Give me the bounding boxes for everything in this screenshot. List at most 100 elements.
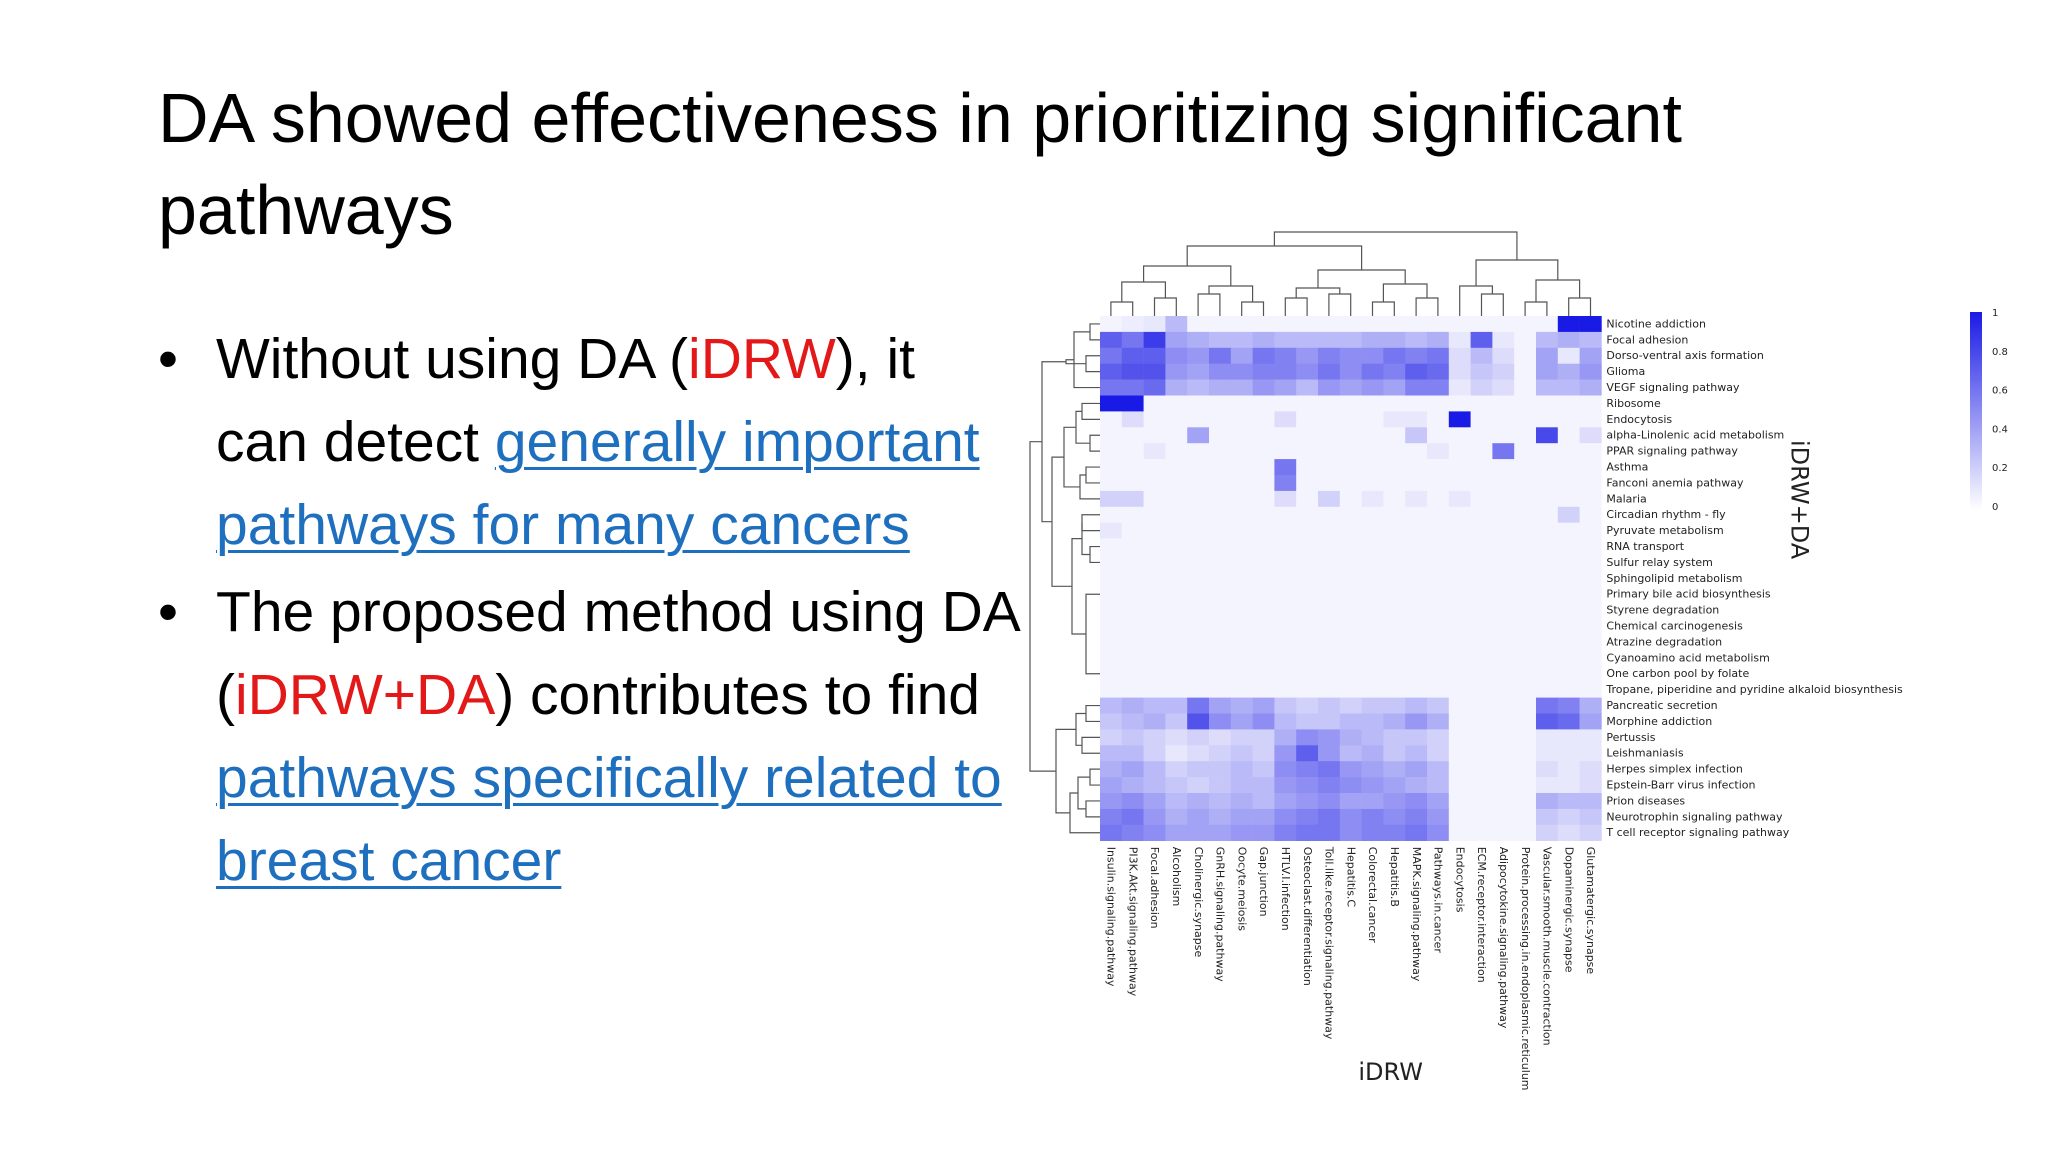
heatmap-cell (1361, 793, 1384, 810)
heatmap-cell (1427, 824, 1450, 841)
bullet-1-link[interactable]: generally important pathways for many ca… (216, 410, 980, 557)
heatmap-cell (1492, 697, 1515, 714)
column-dendrogram-branch (1143, 265, 1232, 286)
heatmap-cell (1165, 331, 1188, 349)
heatmap-cell (1470, 745, 1493, 762)
heatmap-cell (1209, 475, 1232, 492)
heatmap-cell (1405, 522, 1428, 539)
heatmap-cell (1296, 697, 1319, 714)
heatmap-cell (1557, 697, 1580, 714)
heatmap-cell (1579, 665, 1602, 682)
heatmap-cell (1143, 316, 1166, 333)
column-label: Focal.adhesion (1148, 847, 1161, 929)
heatmap-cell (1470, 697, 1493, 714)
heatmap-cell (1143, 490, 1166, 508)
heatmap-cell (1470, 665, 1493, 682)
heatmap-cell (1361, 411, 1384, 428)
heatmap-cell (1383, 808, 1406, 826)
row-dendrogram-branch (1089, 323, 1100, 341)
heatmap-cell (1274, 490, 1297, 508)
heatmap-cell (1318, 618, 1341, 635)
heatmap-cell (1557, 506, 1580, 523)
heatmap-cell (1100, 331, 1123, 349)
heatmap-cell (1383, 316, 1406, 333)
heatmap-cell (1383, 538, 1406, 555)
heatmap-cell (1296, 793, 1319, 810)
heatmap-cell (1492, 522, 1515, 539)
heatmap-cell (1100, 634, 1123, 651)
row-label: T cell receptor signaling pathway (1605, 826, 1789, 839)
heatmap-cell (1318, 331, 1341, 349)
heatmap-cell (1427, 490, 1450, 508)
heatmap-cell (1470, 777, 1493, 794)
column-label: Pathways.in.cancer (1432, 847, 1445, 954)
heatmap-cell (1318, 570, 1341, 587)
heatmap-cell (1230, 586, 1253, 603)
heatmap-cell (1100, 745, 1123, 762)
heatmap-cell (1514, 427, 1537, 444)
heatmap-cell (1427, 697, 1450, 714)
heatmap-cell (1121, 363, 1144, 380)
heatmap-cell (1230, 379, 1253, 396)
heatmap-cell (1536, 745, 1559, 762)
colorbar-tick-label: 1 (1992, 308, 1998, 319)
heatmap-cell (1448, 618, 1471, 635)
heatmap-cell (1252, 729, 1275, 746)
heatmap-cell (1165, 602, 1188, 619)
heatmap-cell (1165, 793, 1188, 810)
heatmap-cell (1361, 363, 1384, 380)
heatmap-cell (1100, 777, 1123, 794)
heatmap-cell (1470, 681, 1493, 698)
heatmap-cell (1514, 443, 1537, 460)
heatmap-cell (1143, 602, 1166, 619)
heatmap-cell (1296, 347, 1319, 364)
column-label: HTLV.I.infection (1279, 847, 1292, 931)
heatmap-cell (1361, 554, 1384, 571)
heatmap-cell (1514, 538, 1537, 555)
heatmap-cell (1209, 697, 1232, 714)
bullet-text-2: The proposed method using DA (iDRW+DA) c… (216, 580, 1018, 893)
row-dendrogram-branch (1079, 474, 1100, 500)
heatmap-cell (1187, 618, 1210, 635)
heatmap-cell (1405, 379, 1428, 396)
heatmap-cell (1165, 824, 1188, 841)
heatmap-cell (1318, 443, 1341, 460)
heatmap-cell (1100, 363, 1123, 380)
row-dendrogram-branch (1075, 712, 1086, 746)
heatmap-cell (1187, 475, 1210, 492)
heatmap-cell (1557, 618, 1580, 635)
heatmap-cell (1427, 379, 1450, 396)
heatmap-cell (1557, 554, 1580, 571)
heatmap-cell (1187, 745, 1210, 762)
row-dendrogram-branch (1081, 522, 1090, 556)
heatmap-cell (1274, 602, 1297, 619)
heatmap-cell (1230, 522, 1253, 539)
heatmap-cell (1339, 331, 1362, 349)
heatmap-cell (1470, 713, 1493, 730)
heatmap-cell (1405, 665, 1428, 682)
heatmap-cell (1274, 793, 1297, 810)
bullet-2-part-1: The proposed method using DA ( (216, 580, 1018, 727)
heatmap-cell (1579, 618, 1602, 635)
heatmap-cell (1514, 824, 1537, 841)
heatmap-cell (1557, 808, 1580, 826)
heatmap-cell (1405, 490, 1428, 508)
heatmap-cell (1383, 459, 1406, 476)
row-dendrogram-branch (1071, 538, 1086, 635)
heatmap-cell (1383, 506, 1406, 523)
heatmap-cell (1361, 427, 1384, 444)
heatmap-cell (1405, 602, 1428, 619)
heatmap-cell (1252, 475, 1275, 492)
row-label: Glioma (1606, 365, 1645, 378)
heatmap-cell (1383, 522, 1406, 539)
bullet-2-link[interactable]: pathways specifically related to breast … (216, 746, 1002, 893)
heatmap-cell (1318, 697, 1341, 714)
heatmap-cell (1536, 634, 1559, 651)
row-label: Atrazine degradation (1606, 635, 1722, 648)
heatmap-cell (1318, 777, 1341, 794)
heatmap-cell (1514, 681, 1537, 698)
heatmap-cell (1100, 411, 1123, 428)
row-dendrogram-branch (1089, 768, 1100, 786)
heatmap-cell (1536, 379, 1559, 396)
heatmap-cell (1557, 490, 1580, 508)
